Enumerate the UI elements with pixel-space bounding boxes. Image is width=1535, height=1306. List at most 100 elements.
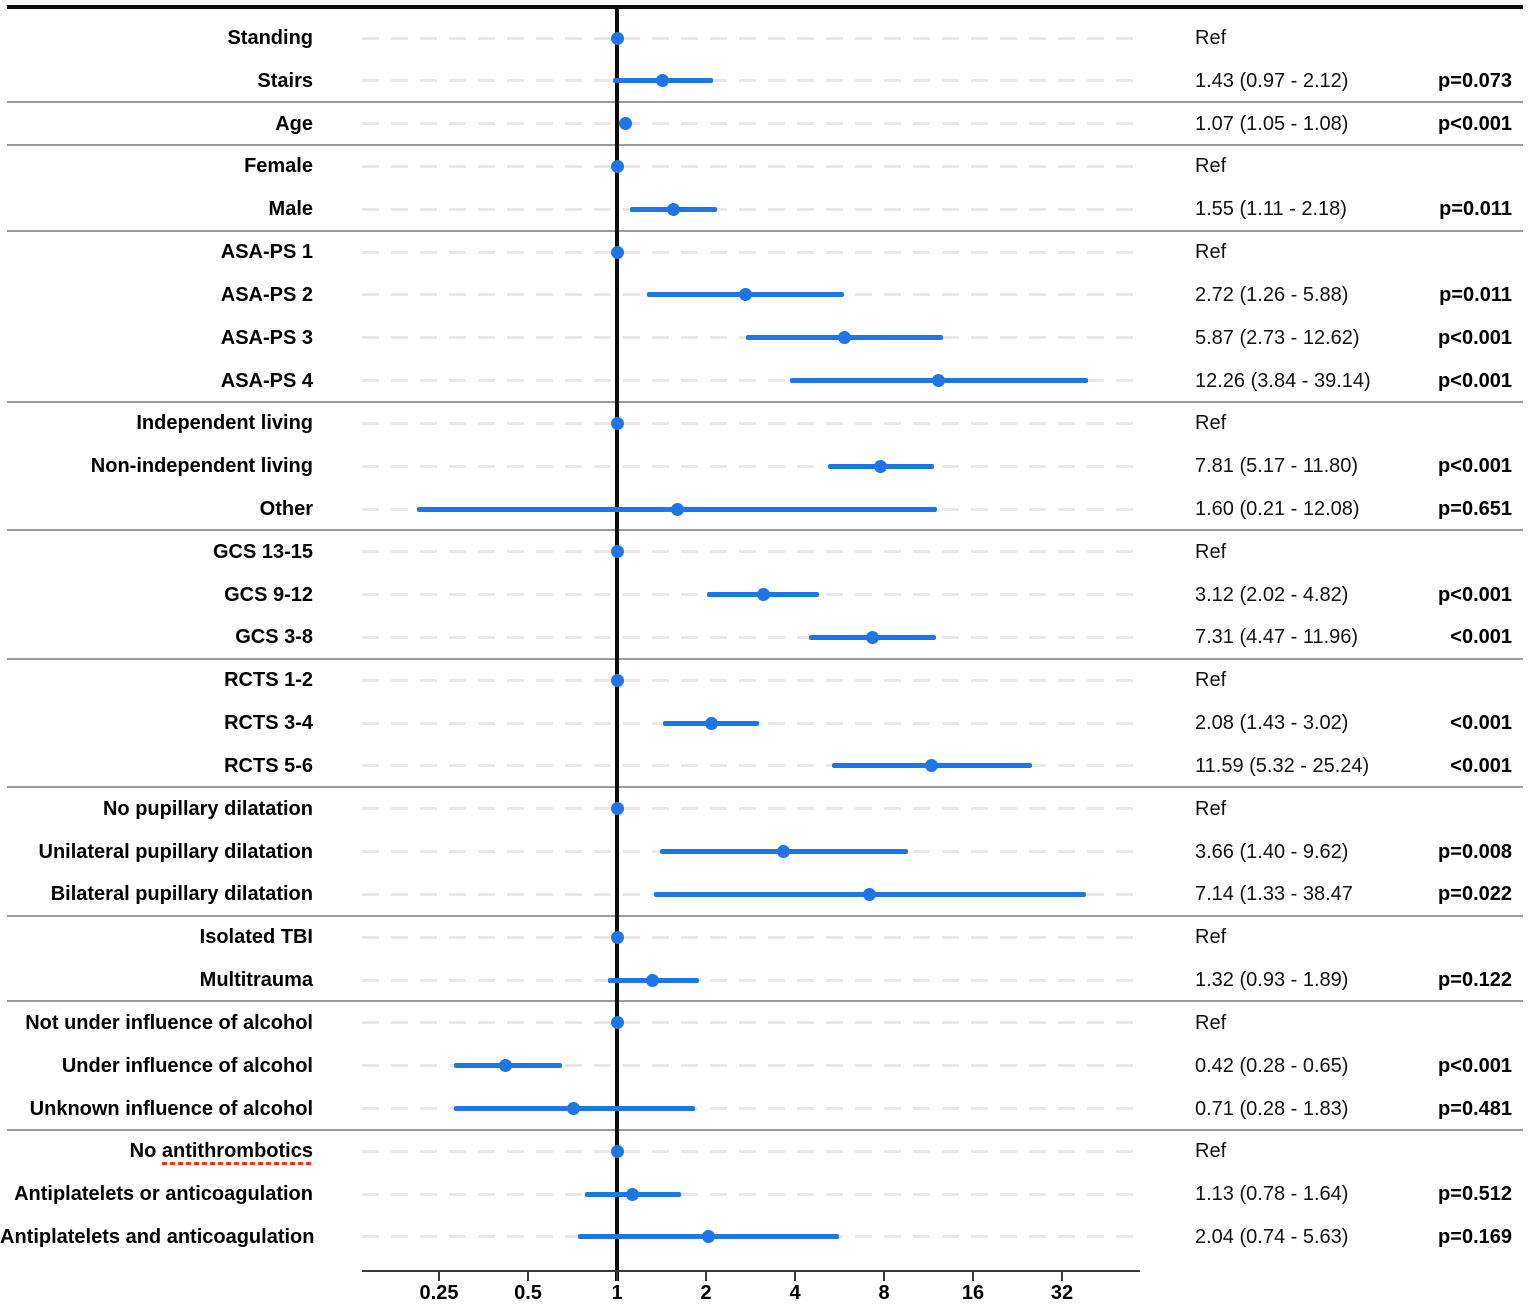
group-separator	[7, 229, 1523, 232]
p-value-text: p=0.011	[1439, 283, 1512, 306]
row-gridline	[362, 550, 1140, 554]
axis-tick	[438, 1271, 440, 1281]
row-gridline	[362, 1149, 1140, 1153]
point-marker	[738, 288, 752, 302]
point-marker	[610, 245, 624, 259]
row-label: Age	[275, 112, 313, 135]
group-separator	[7, 914, 1523, 917]
axis-tick-label: 32	[1050, 1282, 1074, 1304]
row-gridline	[362, 678, 1140, 682]
point-marker	[619, 117, 633, 131]
axis-tick	[527, 1271, 529, 1281]
estimate-text: 2.72 (1.26 - 5.88)	[1195, 283, 1349, 306]
row-gridline	[362, 1107, 1140, 1110]
p-value-text: p<0.001	[1438, 326, 1512, 349]
estimate-text: 7.31 (4.47 - 11.96)	[1195, 626, 1359, 649]
point-marker	[777, 845, 791, 859]
estimate-text: 0.42 (0.28 - 0.65)	[1195, 1054, 1349, 1077]
group-separator	[7, 144, 1523, 147]
estimate-text: Ref	[1195, 1011, 1227, 1034]
row-gridline	[362, 1021, 1140, 1025]
point-marker	[702, 1230, 716, 1244]
axis-tick	[616, 1271, 618, 1281]
p-value-text: p<0.001	[1438, 112, 1512, 135]
axis-tick	[972, 1271, 974, 1281]
p-value-text: <0.001	[1450, 754, 1512, 777]
estimate-text: Ref	[1195, 155, 1227, 178]
p-value-text: <0.001	[1450, 626, 1512, 649]
estimate-text: 11.59 (5.32 - 25.24)	[1195, 754, 1370, 777]
row-label: No antithrombotics	[0, 1137, 313, 1166]
point-marker	[610, 545, 624, 559]
group-separator	[7, 1128, 1523, 1131]
axis-tick-label: 4	[789, 1282, 801, 1304]
estimate-text: 1.55 (1.11 - 2.18)	[1195, 198, 1347, 221]
point-marker	[874, 459, 888, 473]
row-label: Isolated TBI	[199, 926, 313, 949]
row-label: RCTS 1-2	[224, 669, 313, 692]
estimate-text: 1.60 (0.21 - 12.08)	[1195, 498, 1360, 521]
row-label: Non-independent living	[90, 455, 313, 478]
point-marker	[666, 202, 680, 216]
estimate-text: 1.13 (0.78 - 1.64)	[1195, 1183, 1349, 1206]
group-separator	[7, 400, 1523, 403]
estimate-text: 5.87 (2.73 - 12.62)	[1195, 326, 1360, 349]
row-gridline	[362, 207, 1140, 211]
point-marker	[610, 1016, 624, 1030]
estimate-text: Ref	[1195, 241, 1227, 264]
point-marker	[499, 1059, 513, 1073]
reference-line	[615, 8, 619, 1281]
estimate-text: 3.12 (2.02 - 4.82)	[1195, 583, 1349, 606]
point-marker	[704, 716, 718, 730]
point-marker	[756, 588, 770, 602]
row-label: ASA-PS 1	[220, 241, 313, 264]
estimate-text: 1.07 (1.05 - 1.08)	[1195, 112, 1349, 135]
estimate-text: Ref	[1195, 1140, 1227, 1163]
row-label: ASA-PS 2	[220, 283, 313, 306]
row-label: Independent living	[136, 412, 313, 435]
estimate-text: Ref	[1195, 540, 1227, 563]
row-gridline	[362, 978, 1140, 982]
p-value-text: p=0.011	[1439, 198, 1512, 221]
row-label: Standing	[227, 27, 313, 49]
row-label: Stairs	[257, 69, 313, 92]
misspelled-word-underline: antithrombotics	[161, 1140, 313, 1166]
p-value-text: <0.001	[1450, 712, 1512, 735]
row-label: ASA-PS 3	[220, 326, 313, 349]
row-label: Unknown influence of alcohol	[29, 1097, 313, 1120]
point-marker	[646, 973, 660, 987]
p-value-text: p=0.481	[1438, 1097, 1512, 1120]
estimate-text: 7.81 (5.17 - 11.80)	[1195, 455, 1359, 478]
estimate-text: 0.71 (0.28 - 1.83)	[1195, 1097, 1349, 1120]
point-marker	[925, 759, 939, 773]
group-separator	[7, 101, 1523, 104]
axis-tick-label: 0.5	[514, 1282, 542, 1304]
row-gridline	[362, 464, 1140, 468]
point-marker	[932, 374, 946, 388]
axis-tick	[1061, 1271, 1063, 1281]
row-gridline	[362, 122, 1140, 126]
row-label: Multitrauma	[199, 969, 313, 992]
estimate-text: Ref	[1195, 27, 1227, 49]
p-value-text: p=0.008	[1438, 840, 1512, 863]
estimate-text: 3.66 (1.40 - 9.62)	[1195, 840, 1349, 863]
estimate-text: Ref	[1195, 669, 1227, 692]
row-label: Bilateral pupillary dilatation	[50, 883, 313, 906]
row-label: Unilateral pupillary dilatation	[38, 840, 314, 863]
row-label: Antiplatelets and anticoagulation	[0, 1225, 315, 1248]
point-marker	[626, 1187, 640, 1201]
point-marker	[610, 159, 624, 173]
row-label: Antiplatelets or anticoagulation	[14, 1183, 313, 1206]
p-value-text: p<0.001	[1438, 369, 1512, 392]
row-label: RCTS 5-6	[224, 754, 313, 777]
point-marker	[865, 630, 879, 644]
row-gridline	[362, 164, 1140, 168]
row-label: Not under influence of alcohol	[25, 1011, 313, 1034]
p-value-text: p=0.122	[1438, 969, 1512, 992]
axis-tick	[883, 1271, 885, 1281]
point-marker	[610, 31, 624, 45]
p-value-text: p<0.001	[1438, 455, 1512, 478]
row-gridline	[362, 1192, 1140, 1196]
axis-tick-label: 8	[878, 1282, 890, 1304]
row-gridline	[362, 764, 1140, 768]
